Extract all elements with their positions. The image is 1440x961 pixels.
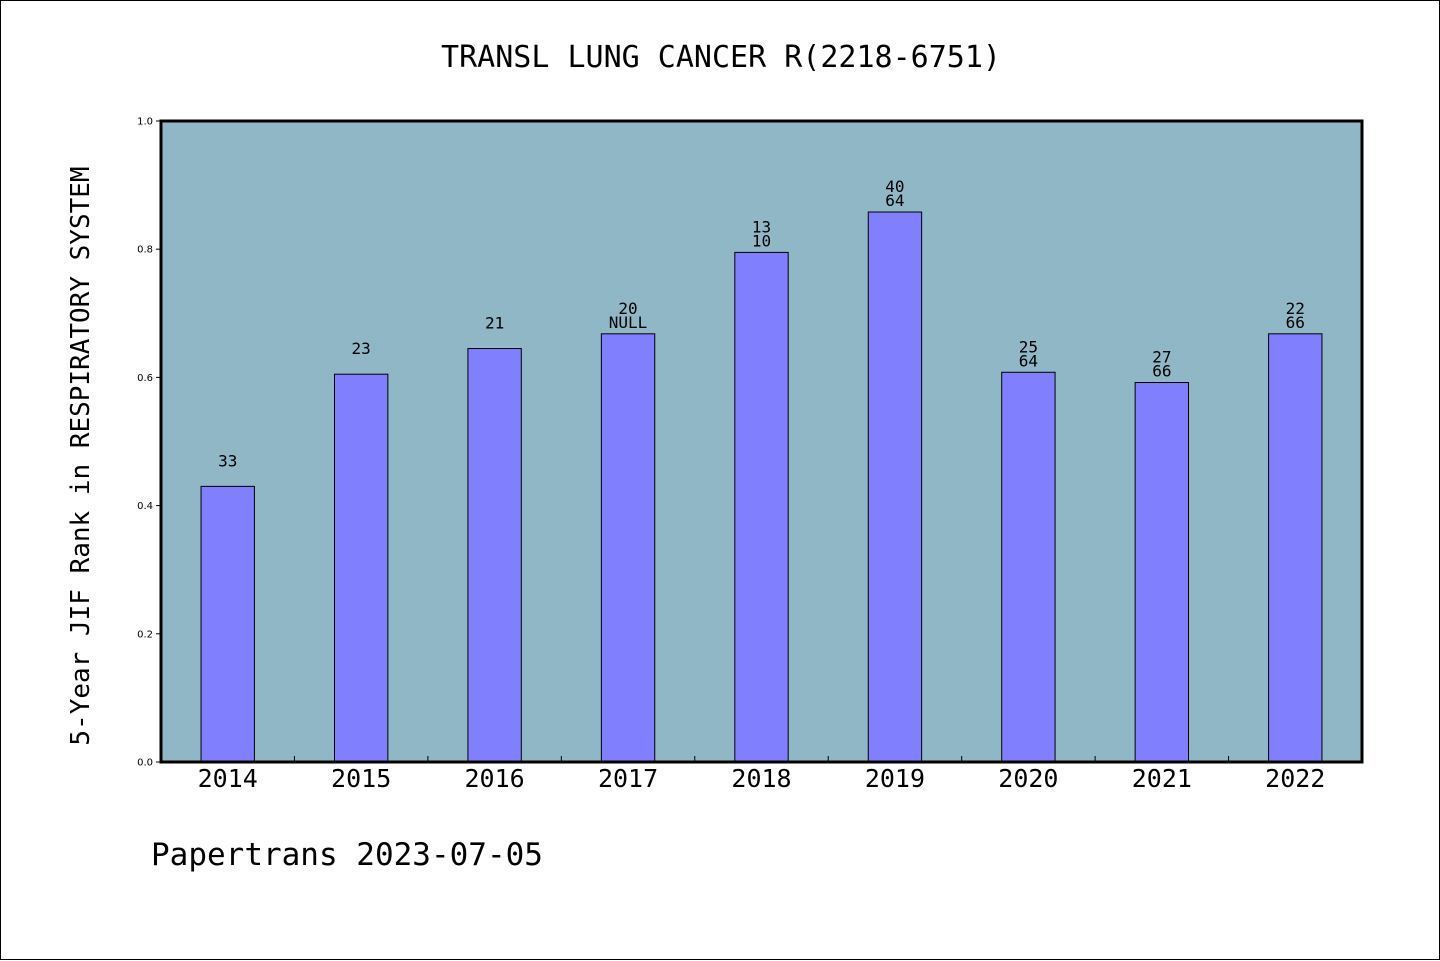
y-axis-label: 5-Year JIF Rank in RESPIRATORY SYSTEM	[66, 166, 96, 745]
chart-title: TRANSL LUNG CANCER R(2218-6751)	[441, 40, 1001, 75]
x-tick-label: 2015	[331, 764, 391, 793]
bar-label-2020: 64	[1019, 351, 1038, 370]
footer-credit: Papertrans 2023-07-05	[151, 837, 543, 873]
bar-2018	[734, 251, 789, 763]
bar-label-2021: 66	[1152, 362, 1171, 381]
y-tick-label: 0.4	[137, 501, 153, 512]
x-tick-label: 2018	[731, 764, 791, 793]
y-tick-label: 0.6	[137, 373, 153, 384]
bar-label-2017: 20	[618, 299, 637, 318]
y-axis: 0.0 0.2 0.4 0.6 0.8 1.0	[137, 117, 161, 769]
bar-label-2019: 64	[885, 191, 904, 210]
y-tick-label: 1.0	[137, 117, 153, 128]
y-tick-label: 0.2	[137, 629, 153, 640]
x-tick-label: 2020	[998, 764, 1058, 793]
bar-2019	[867, 211, 923, 763]
bar-label-2022: 22	[1286, 299, 1305, 318]
bar-label-2020: 25	[1019, 337, 1038, 356]
x-tick-label: 2017	[598, 764, 658, 793]
bar-label-2021: 27	[1152, 348, 1171, 367]
bar-label-2018: 13	[752, 217, 771, 236]
bar-2022	[1268, 333, 1323, 763]
bar-label-2019: 40	[885, 177, 904, 196]
y-tick-label: 0.0	[137, 758, 153, 769]
bar-label-2014: 33	[218, 451, 237, 470]
bar-2021	[1134, 382, 1190, 763]
bar-2014	[200, 485, 255, 763]
bar-2016	[467, 348, 522, 763]
bar-2015	[333, 373, 389, 763]
bar-label-2022: 66	[1286, 313, 1305, 332]
x-tick-label: 2019	[865, 764, 925, 793]
x-tick-label: 2022	[1265, 764, 1325, 793]
plot-border	[159, 119, 1364, 764]
bar-label-2016: 21	[485, 314, 504, 333]
x-tick-label: 2014	[198, 764, 258, 793]
bars-group	[200, 211, 1323, 763]
bar-2017	[600, 333, 656, 763]
bar-label-2017: NULL	[609, 313, 648, 332]
x-tick-label: 2021	[1132, 764, 1192, 793]
bar-label-2015: 23	[352, 339, 371, 358]
x-axis: 2014 2015 2016 2017 2018 2019 2020 2021 2022	[198, 756, 1325, 793]
x-tick-label: 2016	[465, 764, 525, 793]
bar-label-2018: 10	[752, 231, 771, 250]
bar-2020	[1001, 371, 1056, 763]
y-tick-label: 0.8	[137, 245, 153, 256]
